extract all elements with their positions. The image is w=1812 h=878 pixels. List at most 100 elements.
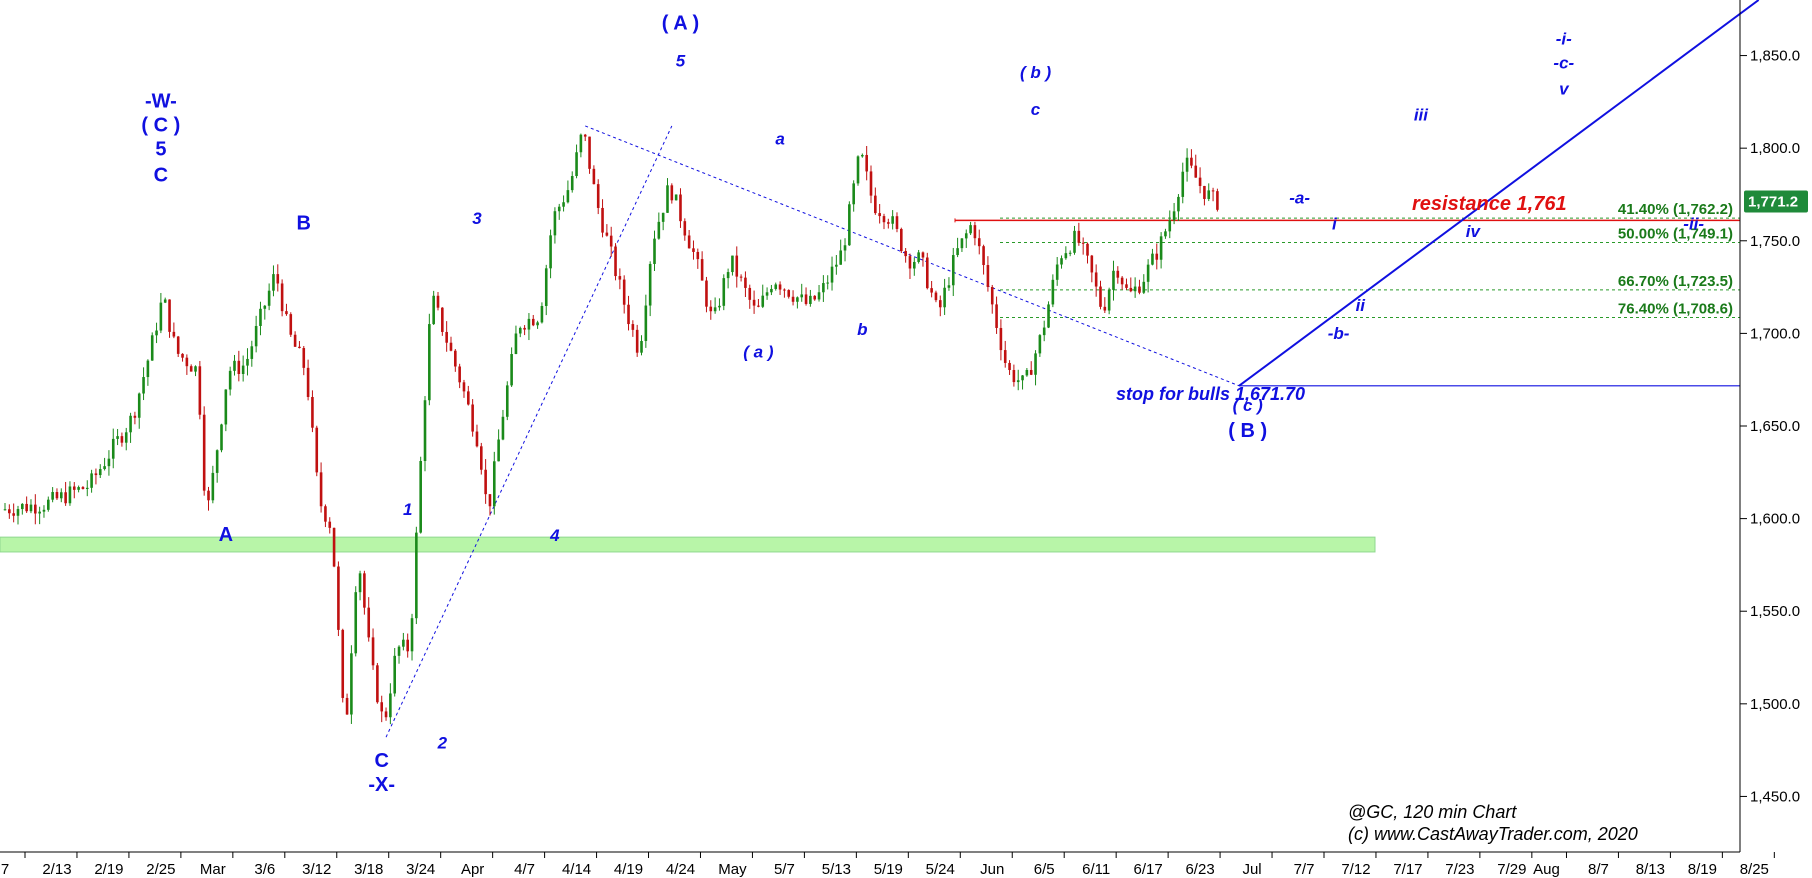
candle-body <box>544 268 548 306</box>
candle-body <box>94 473 98 476</box>
candle-body <box>289 314 293 335</box>
candle-body <box>475 431 479 447</box>
y-tick-label: 1,550.0 <box>1750 603 1800 620</box>
candle-body <box>956 248 959 256</box>
candle-body <box>98 469 102 476</box>
wave-label: A <box>219 524 233 546</box>
candle-body <box>501 416 505 440</box>
support-zone <box>0 536 1376 553</box>
candle-body <box>34 504 37 514</box>
candle-body <box>540 305 544 323</box>
x-tick-label: May <box>718 861 747 878</box>
candle-body <box>1081 242 1085 244</box>
candle-body <box>1077 230 1081 243</box>
candle-body <box>462 382 466 392</box>
candle-body <box>1055 264 1059 280</box>
candle-body <box>661 212 665 222</box>
candle-body <box>172 331 176 337</box>
candle-body <box>454 350 457 367</box>
candle-body <box>553 211 557 236</box>
wave-label: ( b ) <box>1020 63 1051 82</box>
wave-label: -W- <box>145 90 177 112</box>
x-tick-label: 7 <box>1 861 9 878</box>
candle-body <box>376 665 379 703</box>
candle-body <box>1181 171 1185 197</box>
wave-label: ii <box>1356 296 1367 315</box>
candle-body <box>614 246 617 277</box>
candle-body <box>8 509 11 514</box>
candle-body <box>687 235 691 249</box>
x-tick-label: 5/13 <box>822 861 851 878</box>
candle-body <box>246 358 249 366</box>
candle-body <box>280 283 284 312</box>
candle-body <box>609 235 613 247</box>
x-tick-label: 7/23 <box>1445 861 1474 878</box>
candle-body <box>445 331 448 343</box>
candle-body <box>709 306 713 312</box>
candle-body <box>1060 258 1063 265</box>
candle-body <box>1159 236 1163 260</box>
candle-body <box>1185 157 1189 172</box>
candle-body <box>1003 350 1007 363</box>
support-zone-layer <box>0 536 1376 553</box>
candle-body <box>925 257 929 289</box>
candle-body <box>804 294 808 304</box>
candle-body <box>1125 284 1128 288</box>
wave-label: iv <box>1466 222 1482 241</box>
candle-body <box>908 256 912 269</box>
candle-body <box>185 357 189 367</box>
candle-body <box>531 318 535 326</box>
x-tick-label: 3/18 <box>354 861 383 878</box>
candle-body <box>341 629 345 698</box>
x-tick-label: Jul <box>1242 861 1261 878</box>
candle-body <box>995 304 998 328</box>
candle-body <box>1211 190 1215 192</box>
x-tick-label: 6/5 <box>1034 861 1055 878</box>
candle-body <box>1146 264 1150 282</box>
candle-body <box>259 308 262 326</box>
candle-body <box>1168 220 1172 232</box>
candle-body <box>575 152 578 177</box>
y-tick-label: 1,750.0 <box>1750 233 1800 250</box>
candle-body <box>215 450 219 473</box>
candle-body <box>436 295 440 308</box>
candle-body <box>770 288 773 293</box>
candle-body <box>783 289 786 291</box>
wave-label: b <box>857 320 867 339</box>
candle-body <box>181 353 184 358</box>
candle-body <box>137 393 141 418</box>
candle-body <box>129 415 132 433</box>
wave-label: 1 <box>403 500 412 519</box>
candle-body <box>1068 252 1072 254</box>
candle-body <box>81 487 85 489</box>
candle-body <box>813 295 817 300</box>
candle-body <box>583 134 587 137</box>
candle-body <box>536 322 539 326</box>
wave-label: ( c ) <box>1233 396 1264 415</box>
candle-body <box>726 272 730 279</box>
candle-body <box>1190 157 1193 166</box>
y-tick-label: 1,800.0 <box>1750 140 1800 157</box>
candle-body <box>973 225 977 239</box>
candle-body <box>796 297 799 302</box>
candle-body <box>679 194 682 222</box>
candle-body <box>895 216 899 229</box>
candle-body <box>1012 370 1016 383</box>
candle-body <box>111 438 115 459</box>
candle-body <box>982 246 985 266</box>
candle-body <box>220 424 223 451</box>
candle-body <box>55 492 59 499</box>
wave-label: -c- <box>1553 54 1574 73</box>
candle-body <box>865 154 868 172</box>
wave-label: 5 <box>155 139 166 161</box>
candle-body <box>527 318 531 330</box>
candle-body <box>735 255 739 277</box>
candle-body <box>1042 327 1046 336</box>
candle-body <box>254 325 258 347</box>
candle-body <box>986 265 990 287</box>
x-tick-label: 5/7 <box>774 861 795 878</box>
candle-body <box>16 509 20 516</box>
candle-body <box>809 295 812 304</box>
stop-label: stop for bulls 1,671.70 <box>1116 384 1305 404</box>
